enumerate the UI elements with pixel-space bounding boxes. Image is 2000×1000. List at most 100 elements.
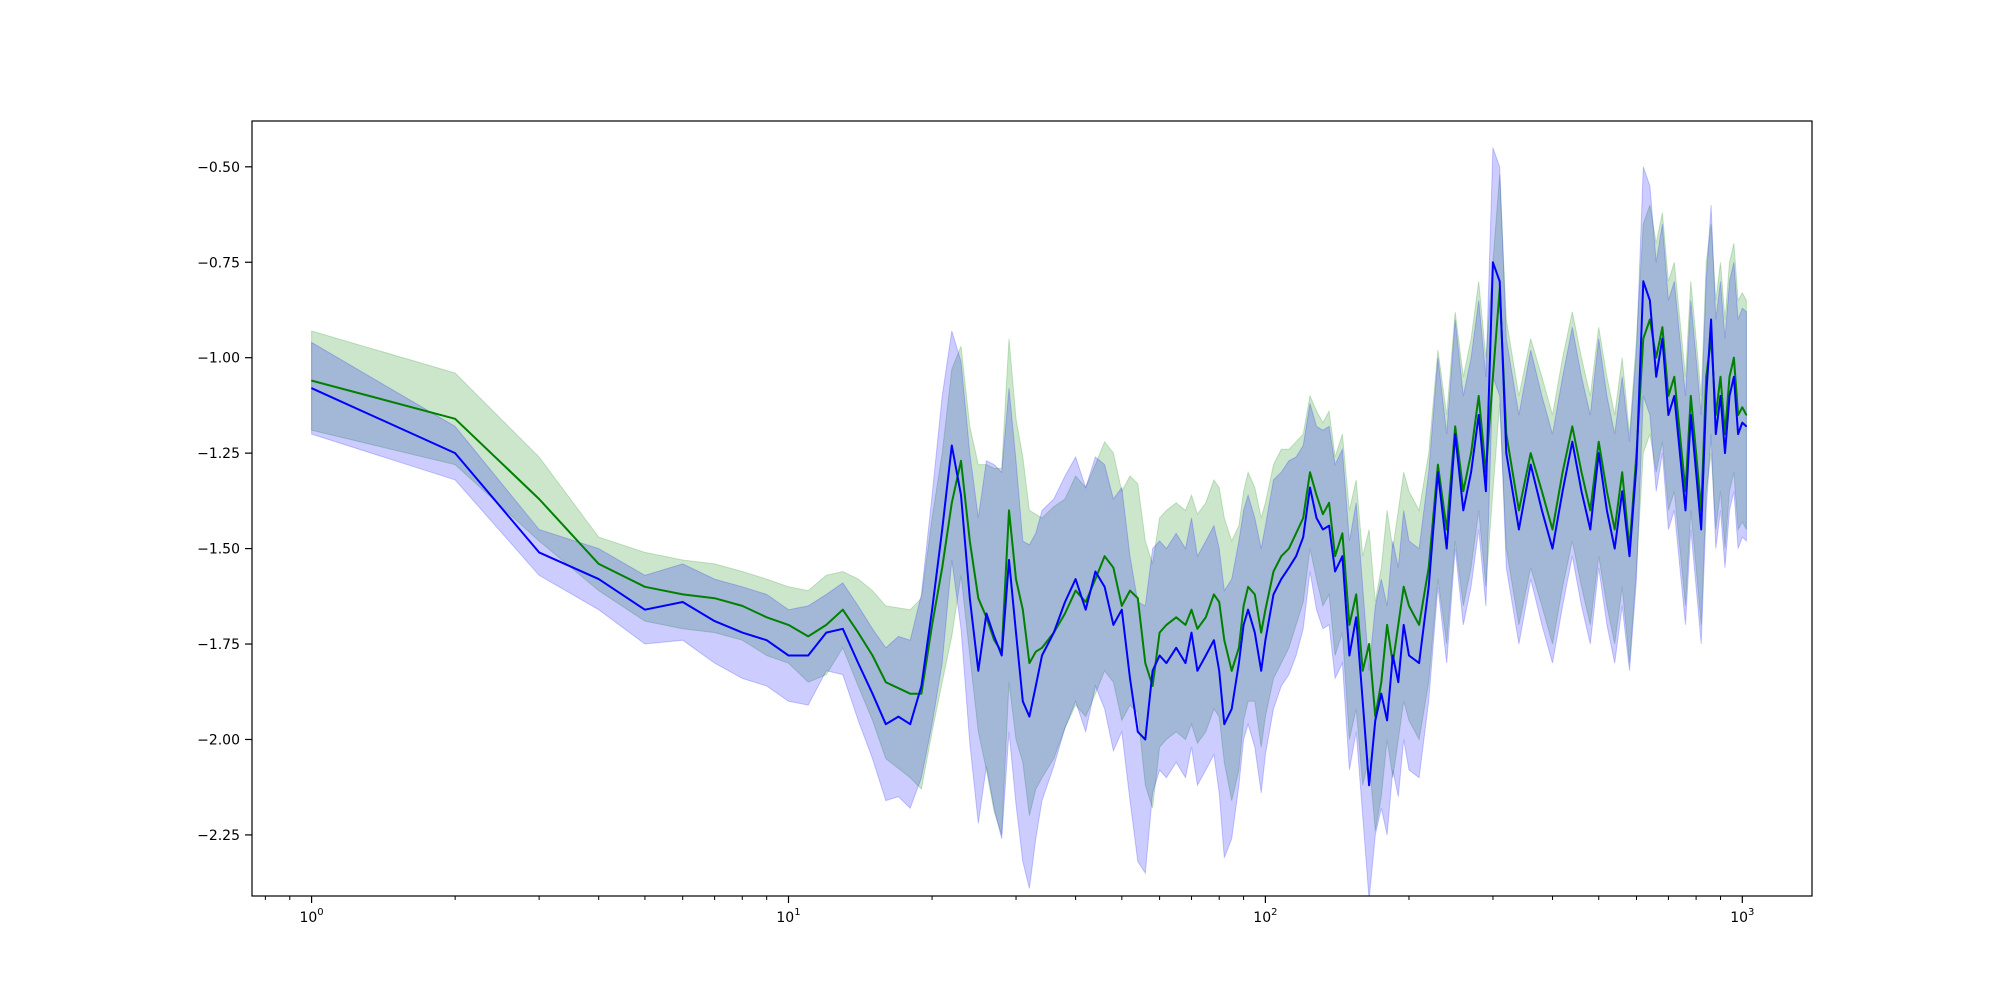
series-2-point [1478,414,1480,416]
series-1-point [1243,605,1245,607]
series-2-point [842,628,844,630]
series-1-point [1690,395,1692,397]
x-tick-label: 103 [1730,907,1754,926]
series-1-point [538,498,540,500]
series-2-point [1264,639,1266,641]
series-1-point [909,693,911,695]
series-2-point [1628,555,1631,557]
y-tick-label: −1.75 [197,637,240,653]
series-1-band [311,174,1747,836]
series-1-point [951,502,953,504]
y-tick-label: −2.25 [197,828,240,844]
series-2-point [1348,654,1350,657]
series-2-point [682,601,684,603]
series-lines [311,261,1748,787]
series-2-point [1485,490,1487,492]
series-2-point [1621,490,1623,492]
series-2-point [985,612,988,615]
series-1-point [1733,357,1735,359]
series-2-point [1606,509,1608,511]
series-2-point [951,444,953,447]
series-1-point [1121,605,1123,607]
series-2-point [1571,441,1573,443]
series-1-point [1745,414,1747,416]
series-1-point [1446,528,1448,531]
series-1-point [1175,616,1177,618]
series-1-point [1695,452,1697,454]
series-2-point [1159,654,1161,657]
series-2-line [311,261,1748,787]
series-2-point [920,685,923,687]
series-2-point [1247,609,1249,611]
series-2-point [1380,693,1382,695]
series-1-point [1397,624,1399,626]
series-2-point [1368,784,1370,786]
series-2-point [1175,647,1177,649]
series-2-point [1334,570,1336,573]
series-1-point [1159,632,1161,634]
series-2-point [1745,425,1747,427]
series-2-point [1667,414,1669,416]
series-2-point [931,609,933,611]
plot-area-frame [251,120,1813,897]
series-2-point [1008,559,1010,561]
series-2-point [1075,578,1077,580]
series-2-point [1551,548,1554,550]
series-2-point [714,620,716,622]
series-1-point [1238,647,1240,649]
series-2-point [1196,670,1198,672]
series-2-point [1272,593,1275,596]
series-2-point [1454,433,1456,435]
series-2-point [1710,318,1712,321]
series-1-point [1165,624,1167,626]
x-tick-label: 101 [776,907,800,926]
series-1-point [1104,555,1106,557]
series-2-point [1724,452,1726,454]
series-2-point [454,452,456,454]
series-1-point [1580,471,1583,473]
series-2-point [1580,490,1583,492]
y-axis: −0.50 −0.75 −1.00 −1.25 −1.50 −1.75 −2.00 −2.25 [197,160,252,844]
series-1-point [1231,670,1233,672]
series-1-point [1492,376,1494,378]
series-2-point [1001,654,1003,657]
series-1-point [1562,471,1564,473]
series-1-point [977,597,979,599]
series-2-point [1015,632,1017,634]
series-1-point [1129,590,1131,592]
series-1-point [1355,593,1357,596]
series-1-point [1205,616,1207,618]
series-1-point [960,460,962,462]
series-2-point [885,723,887,725]
y-tick-label: −2.00 [197,732,240,748]
series-2-point [993,635,995,638]
series-1-point [1737,414,1739,416]
series-1-point [1341,532,1343,534]
series-1-point [1064,612,1066,615]
series-2-point [1112,624,1114,626]
series-2-point [1598,452,1600,454]
series-1-point [1380,681,1382,683]
series-2-point [1392,654,1394,657]
series-2-point [1470,471,1472,473]
series-2-point [311,387,313,389]
series-2-point [1028,716,1030,718]
series-2-point [741,632,743,634]
series-2-point [1165,662,1167,664]
series-2-point [1205,654,1207,657]
series-2-point [1035,685,1037,687]
series-2-point [1280,578,1282,580]
series-1-point [1144,662,1146,664]
series-1-point [1408,605,1410,607]
series-1-point [1075,590,1077,592]
series-1-point [1571,425,1573,427]
series-1-point [1368,643,1370,645]
series-2-point [1085,609,1087,611]
series-1-point [1041,647,1043,649]
series-2-point [1541,509,1543,511]
series-2-point [1184,662,1187,664]
series-2-point [766,639,768,641]
series-1-point [1280,555,1282,557]
series-1-point [1606,490,1608,492]
